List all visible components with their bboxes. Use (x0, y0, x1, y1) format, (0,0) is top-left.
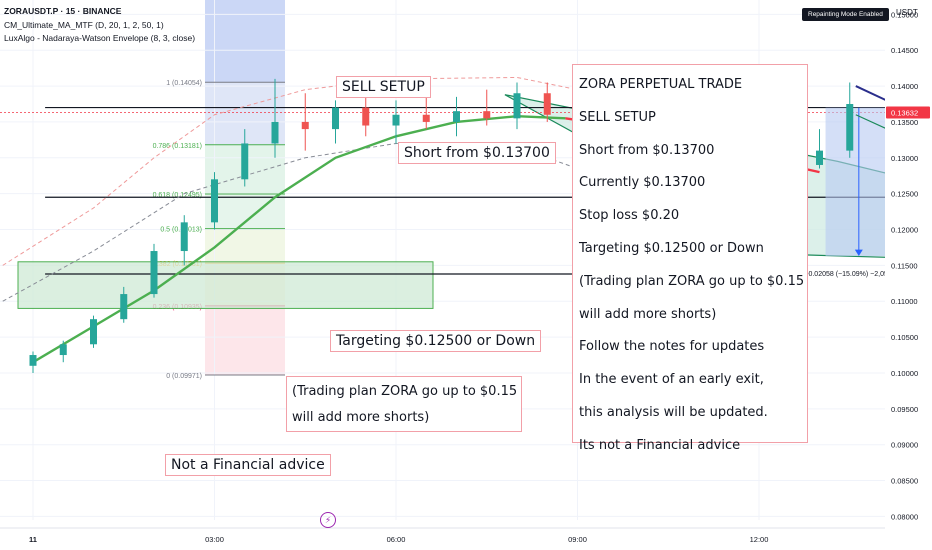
panel-line-3: Short from $0.13700 (579, 142, 715, 158)
candle-body (332, 107, 339, 130)
measure-label: −0.02058 (−15.09%) −2,058 (804, 271, 891, 278)
y-tick-label: 0.09000 (891, 441, 918, 450)
fib-level-label: 0 (0.09971) (166, 373, 202, 380)
candle-body (301, 121, 309, 130)
panel-line-10: In the event of an early exit, (579, 372, 764, 388)
y-tick-label: 0.10500 (891, 333, 918, 342)
fib-level-label: 1 (0.14054) (166, 80, 202, 87)
fib-level-label: 0.786 (0.13181) (153, 143, 202, 150)
candle-body (422, 114, 430, 122)
sell-setup-label[interactable]: SELL SETUP (336, 76, 431, 98)
y-tick-label: 0.10000 (891, 369, 918, 378)
y-tick-label: 0.12500 (891, 190, 918, 199)
y-tick-label: 0.08000 (891, 512, 918, 521)
indicator-ma-label[interactable]: CM_Ultimate_MA_MTF (D, 20, 1, 2, 50, 1) (4, 20, 164, 30)
repainting-badge: Repainting Mode Enabled (802, 8, 889, 21)
lightning-icon[interactable]: ⚡ (320, 512, 336, 528)
panel-line-12: Its not a Financial advice (579, 437, 741, 453)
candle-body (150, 251, 158, 295)
candle-body (211, 179, 218, 223)
candle-body (241, 143, 249, 180)
fib-level-label: 0.618 (0.12495) (153, 192, 202, 199)
symbol-title[interactable]: ZORAUSDT.P · 15 · BINANCE (4, 6, 122, 16)
price-axis-bg (885, 0, 932, 550)
x-tick-label: 11 (29, 535, 37, 544)
trade-summary-panel[interactable]: ZORA PERPETUAL TRADE SELL SETUP Short fr… (572, 64, 808, 453)
fib-zone (205, 228, 285, 264)
candle-body (543, 93, 551, 115)
short-from-label[interactable]: Short from $0.13700 (398, 142, 556, 164)
y-tick-label: 0.12000 (891, 226, 918, 235)
price-axis-layer: 0.15000 0.14500 0.14000 0.13500 0.13000 0.125… (29, 0, 932, 550)
measure-label-bg (801, 266, 902, 279)
panel-line-4: Currently $0.13700 (579, 175, 706, 191)
trading-plan-note[interactable]: (Trading plan ZORA go up to $0.15 will a… (286, 376, 522, 432)
panel-line-6: Targeting $0.12500 or Down (579, 240, 764, 256)
candle-body (392, 114, 400, 126)
panel-line-11: this analysis will be updated. (579, 404, 768, 420)
panel-line-2: SELL SETUP (579, 109, 656, 125)
date-range-highlight (205, 0, 285, 83)
y-tick-label: 0.14500 (891, 46, 918, 55)
panel-line-9: Follow the notes for updates (579, 339, 765, 355)
y-tick-label: 0.09500 (891, 405, 918, 414)
current-price-tag (886, 106, 930, 119)
panel-line-7: (Trading plan ZORA go up to $0.15 (579, 273, 805, 289)
x-tick-label: 12:00 (750, 535, 769, 544)
trading-plan-line-2: will add more shorts) (292, 410, 430, 425)
panel-line-8: will add more shorts) (579, 306, 717, 322)
candle-body (816, 150, 823, 165)
x-tick-label: 09:00 (568, 535, 587, 544)
not-advice-label[interactable]: Not a Financial advice (165, 454, 331, 476)
indicator-envelope-label[interactable]: LuxAlgo - Nadaraya-Watson Envelope (8, 3… (4, 33, 196, 43)
x-tick-label: 06:00 (387, 535, 406, 544)
measure-arrowhead (854, 249, 863, 257)
fib-zone (205, 305, 285, 376)
y-tick-label: 0.11500 (891, 261, 918, 270)
panel-line-1: ZORA PERPETUAL TRADE (579, 77, 743, 92)
candle-body (90, 319, 97, 345)
candle-body (513, 93, 521, 119)
candle-body (362, 107, 370, 126)
y-tick-label: 0.11000 (891, 297, 918, 306)
support-zone-box (17, 261, 434, 309)
candle-body (846, 104, 854, 151)
candle-body (180, 222, 188, 252)
x-tick-label: 03:00 (205, 535, 224, 544)
candle-body (271, 121, 279, 144)
panel-line-5: Stop loss $0.20 (579, 208, 680, 224)
current-price-label: 0.13632 (891, 108, 918, 117)
targeting-label[interactable]: Targeting $0.12500 or Down (330, 330, 542, 352)
y-tick-label: 0.13500 (891, 118, 918, 127)
y-tick-label: 0.15000 (891, 10, 918, 19)
candle-body (59, 344, 67, 356)
y-tick-label: 0.14000 (891, 82, 918, 91)
envelope-curve (2, 142, 790, 381)
y-tick-label: 0.13000 (891, 154, 918, 163)
candle-body (453, 111, 460, 122)
candle-body (483, 111, 491, 119)
candle-body (29, 355, 37, 366)
currency-label[interactable]: USDT (896, 8, 918, 17)
y-tick-label: 0.08500 (891, 477, 918, 486)
trading-plan-line-1: (Trading plan ZORA go up to $0.15 (292, 384, 518, 399)
candle-body (120, 294, 128, 320)
